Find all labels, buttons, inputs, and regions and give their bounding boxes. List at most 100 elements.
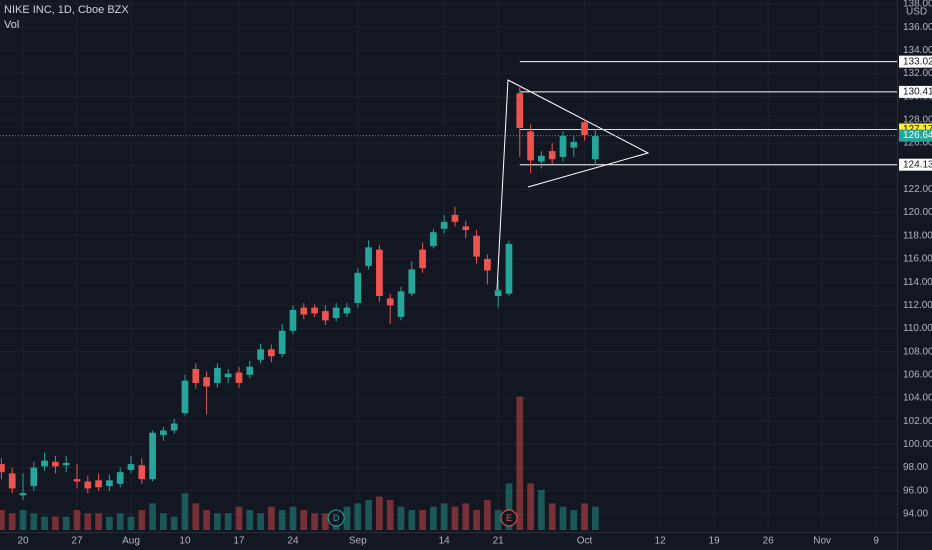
candle-body [149,432,156,480]
y-tick-label: 102.00 [903,416,932,427]
x-tick-label: 20 [17,536,29,547]
x-tick-label: 12 [655,536,667,547]
x-tick-label: 26 [763,536,775,547]
volume-bar [343,506,351,530]
candle-body [268,349,275,357]
volume-bar [214,513,221,530]
candle-body [0,464,5,473]
x-tick-label: 24 [287,536,299,547]
level-label: 133.02 [903,56,932,67]
volume-bar [505,483,513,530]
y-tick-label: 118.00 [903,230,932,241]
candle-body [365,247,372,266]
candle-body [246,366,254,375]
volume-bar [365,500,372,530]
last-price-label: 126.64 [903,130,932,141]
volume-bar [224,513,232,530]
candle-body [516,93,524,128]
candle-body [278,330,286,354]
candle-body [397,291,405,317]
candle-body [30,467,38,487]
volume-bar [30,513,38,530]
volume-bar [127,516,135,530]
candle-body [138,465,146,480]
event-marker [327,509,345,527]
volume-bar [289,506,297,530]
x-tick-label: Sep [349,536,367,547]
volume-bar [440,503,448,530]
candles [0,87,599,501]
candle-body [559,136,567,157]
volume-bar [138,510,146,530]
volume-bar [451,506,459,530]
volume-bar [95,513,102,530]
candle-body [95,480,102,488]
event-label: D [333,513,340,523]
level-label: 127.17 [903,124,932,135]
candle-body [52,461,59,467]
x-tick-label: 19 [709,536,721,547]
volume-bar [52,516,59,530]
grid [0,0,897,532]
volume-bar [181,493,189,530]
volume-bar [257,513,264,530]
candle-body [592,136,599,160]
y-tick-label: 96.00 [903,485,928,496]
candle-body [41,460,48,467]
volume-bar [376,496,383,530]
volume-bar [116,513,124,530]
x-tick-label: Aug [122,536,140,547]
volume-bar [160,513,167,530]
y-tick-label: 108.00 [903,346,932,357]
candle-body [343,307,351,314]
candle-body [332,307,340,319]
level-label: 130.41 [903,87,932,98]
volume-bar [149,503,156,530]
y-tick-label: 104.00 [903,393,932,404]
volume-bar [19,510,27,530]
volume-bar [408,510,416,530]
y-tick-label: 122.00 [903,184,932,195]
axes: 94.00 96.00 98.00 100.00 102.00 104.00 106.00 1… [17,0,932,547]
volume-bar [203,510,210,530]
level-tag [899,85,932,98]
candle-body [73,479,81,482]
triangle-drawing [496,79,650,291]
volume-bar [106,516,113,530]
candle-body [224,373,232,378]
candle-body [386,298,394,306]
candle-body [430,232,437,247]
candle-body [203,377,210,387]
candle-body [527,131,534,161]
x-tick-label: Nov [813,536,831,547]
candle-body [494,290,502,297]
drawings [496,79,650,291]
y-tick-label: 106.00 [903,369,932,380]
volume-bar [300,510,308,530]
candle-body [311,307,318,314]
y-tick-label: 98.00 [903,462,928,473]
y-tick-label: 94.00 [903,509,928,520]
volume-bar [278,510,286,530]
volume-bar [41,516,48,530]
candle-body [354,272,362,303]
candle-body [505,243,513,294]
volume-bar [570,510,578,530]
volume-bar [527,483,534,530]
x-tick-label: 27 [71,536,83,547]
candle-body [106,480,113,487]
x-tick-label: 21 [493,536,505,547]
volume-bar [8,513,16,530]
level-label: 124.13 [903,159,932,170]
event-marker [500,509,518,527]
volume-bar [548,503,556,530]
candle-body [570,141,578,148]
candle-body [419,249,426,269]
x-tick-label: 10 [179,536,191,547]
y-tick-label: 120.00 [903,207,932,218]
level-tag [899,55,932,68]
volume-bar [419,510,426,530]
candle-body [408,269,416,294]
